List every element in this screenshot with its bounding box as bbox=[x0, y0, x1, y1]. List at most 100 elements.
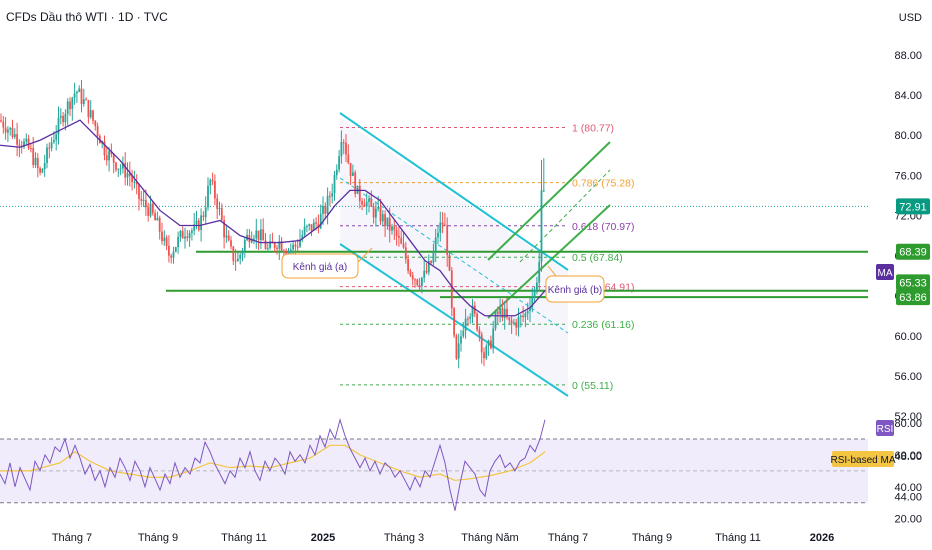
candle-body bbox=[255, 230, 258, 239]
candle-body bbox=[168, 245, 170, 256]
rsi-line bbox=[0, 417, 546, 511]
candle-body bbox=[179, 231, 182, 238]
candle-body bbox=[340, 142, 343, 157]
candle-body bbox=[234, 260, 237, 262]
fib-level-label: 0.618 (70.97) bbox=[572, 221, 634, 233]
time-tick-label: Tháng 11 bbox=[221, 532, 267, 544]
candle-body bbox=[496, 311, 499, 315]
candle-body bbox=[69, 101, 71, 109]
time-tick-label: Tháng Năm bbox=[461, 532, 518, 544]
rsi-ma-line bbox=[0, 444, 546, 482]
price-tick-label: 44.00 bbox=[894, 491, 922, 503]
chart-title: CFDs Dầu thô WTI · 1D · TVC bbox=[6, 10, 168, 24]
candle-body bbox=[223, 220, 225, 238]
candle-body bbox=[50, 142, 53, 149]
candle-body bbox=[439, 222, 442, 233]
candle-body bbox=[487, 340, 490, 347]
candle-body bbox=[87, 100, 90, 118]
candle-body bbox=[285, 252, 288, 255]
candle-body bbox=[446, 225, 449, 256]
rsi-tick-label: 80.00 bbox=[894, 418, 922, 430]
candle-body bbox=[73, 93, 76, 98]
candle-body bbox=[27, 138, 30, 149]
candle-body bbox=[526, 310, 529, 314]
candle-body bbox=[276, 247, 278, 249]
candle-body bbox=[338, 156, 340, 170]
candle-body bbox=[388, 217, 391, 231]
candle-body bbox=[467, 318, 469, 320]
candle-body bbox=[0, 120, 2, 122]
candle-body bbox=[158, 217, 161, 232]
candle-body bbox=[218, 207, 221, 209]
candle-body bbox=[43, 163, 46, 170]
rsi-tick-label: 60.00 bbox=[894, 450, 922, 462]
time-tick-label: Tháng 9 bbox=[138, 532, 178, 544]
candle-body bbox=[59, 115, 62, 118]
candle-body bbox=[41, 169, 44, 173]
candle-body bbox=[16, 134, 18, 145]
channel-b-lower bbox=[487, 204, 611, 319]
candle-body bbox=[292, 244, 294, 250]
candle-body bbox=[57, 117, 60, 135]
candle-body bbox=[177, 237, 179, 248]
candle-body bbox=[4, 127, 7, 133]
candle-body bbox=[207, 185, 209, 208]
candle-body bbox=[112, 154, 115, 163]
candle-body bbox=[409, 270, 412, 276]
candle-body bbox=[430, 260, 432, 263]
candle-body bbox=[517, 317, 520, 328]
candle-body bbox=[103, 141, 106, 156]
candle-body bbox=[71, 97, 74, 109]
candle-body bbox=[542, 190, 545, 192]
candle-body bbox=[115, 162, 117, 170]
candle-body bbox=[538, 261, 541, 283]
current-price-badge: 72.91 bbox=[899, 201, 927, 213]
candle-body bbox=[7, 129, 9, 133]
candle-body bbox=[227, 235, 230, 241]
current-price-badge-bg bbox=[896, 198, 930, 215]
candle-body bbox=[122, 162, 124, 169]
candle-body bbox=[485, 346, 488, 359]
candle-body bbox=[352, 172, 354, 176]
candle-body bbox=[119, 168, 122, 170]
level-badge: 63.86 bbox=[899, 292, 927, 304]
candle-body bbox=[490, 340, 492, 349]
candle-body bbox=[310, 224, 313, 231]
candle-body bbox=[209, 179, 212, 186]
candle-body bbox=[365, 201, 368, 207]
annotation-box-a bbox=[281, 253, 359, 279]
candle-body bbox=[110, 151, 113, 155]
rsi-ma-badge-bg bbox=[832, 451, 894, 467]
candle-body bbox=[494, 311, 497, 329]
price-tick-label: 88.00 bbox=[894, 50, 922, 62]
candle-body bbox=[416, 279, 419, 285]
candle-body bbox=[432, 251, 435, 263]
candle-body bbox=[287, 251, 290, 255]
candle-body bbox=[375, 208, 377, 218]
candle-body bbox=[414, 279, 416, 281]
annotation-box-b bbox=[545, 275, 605, 303]
candle-body bbox=[464, 318, 467, 331]
candle-body bbox=[25, 138, 28, 142]
candle-body bbox=[483, 352, 485, 359]
candle-body bbox=[32, 148, 35, 166]
candle-body bbox=[128, 173, 131, 176]
candle-body bbox=[347, 154, 350, 164]
candle-body bbox=[312, 222, 315, 231]
time-tick-label: 2025 bbox=[311, 532, 335, 544]
candle-body bbox=[508, 317, 511, 321]
candle-body bbox=[503, 308, 506, 318]
candle-body bbox=[278, 241, 281, 249]
candle-body bbox=[105, 155, 108, 161]
candle-body bbox=[427, 260, 430, 273]
candle-body bbox=[326, 195, 329, 214]
candle-body bbox=[23, 141, 25, 147]
price-tick-label: 84.00 bbox=[894, 90, 922, 102]
candle-body bbox=[214, 181, 216, 199]
candle-body bbox=[280, 241, 283, 251]
candle-body bbox=[441, 222, 444, 225]
candle-body bbox=[18, 144, 21, 146]
candle-body bbox=[289, 249, 292, 252]
candle-body bbox=[335, 169, 338, 176]
